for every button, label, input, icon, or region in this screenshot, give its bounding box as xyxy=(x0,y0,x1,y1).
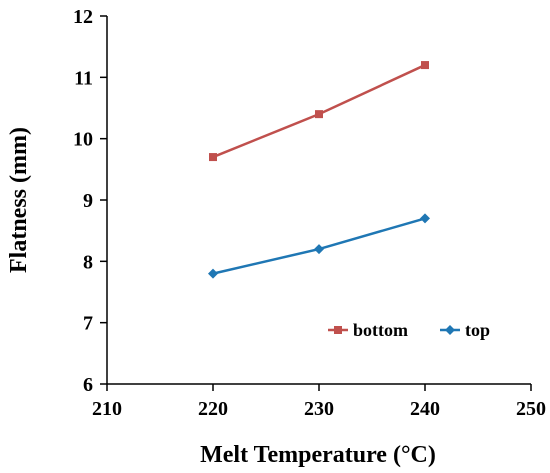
y-tick-label: 6 xyxy=(83,374,93,396)
series-layer xyxy=(208,61,430,279)
legend-swatch-marker xyxy=(334,326,342,334)
data-point-bottom xyxy=(209,153,217,162)
x-tick-label: 250 xyxy=(516,398,546,420)
x-tick-label: 220 xyxy=(198,398,228,420)
y-axis-title: Flatness (mm) xyxy=(6,127,32,273)
y-axis-ticks: 6 7 8 9 10 11 12 xyxy=(73,6,107,396)
legend-item-top: top xyxy=(440,320,490,340)
data-point-top xyxy=(420,213,430,224)
x-axis-title: Melt Temperature (°C) xyxy=(200,442,436,468)
legend-label: top xyxy=(465,320,490,340)
y-tick-label: 11 xyxy=(74,67,93,89)
legend-label: bottom xyxy=(353,320,408,340)
y-tick-label: 12 xyxy=(73,6,93,28)
legend: bottom top xyxy=(328,320,490,340)
data-point-top xyxy=(314,244,324,255)
series-bottom xyxy=(209,61,429,162)
x-axis-ticks: 210 220 230 240 250 xyxy=(92,384,546,420)
data-point-bottom xyxy=(315,110,323,119)
data-point-bottom xyxy=(421,61,429,70)
y-tick-label: 9 xyxy=(83,190,93,212)
x-tick-label: 230 xyxy=(304,398,334,420)
y-tick-label: 7 xyxy=(83,313,93,335)
series-top xyxy=(208,213,430,279)
legend-swatch-marker xyxy=(445,325,455,335)
legend-item-bottom: bottom xyxy=(328,320,408,340)
y-tick-label: 8 xyxy=(83,251,93,273)
x-tick-label: 210 xyxy=(92,398,122,420)
x-tick-label: 240 xyxy=(410,398,440,420)
y-tick-label: 10 xyxy=(73,129,93,151)
data-point-top xyxy=(208,268,218,279)
